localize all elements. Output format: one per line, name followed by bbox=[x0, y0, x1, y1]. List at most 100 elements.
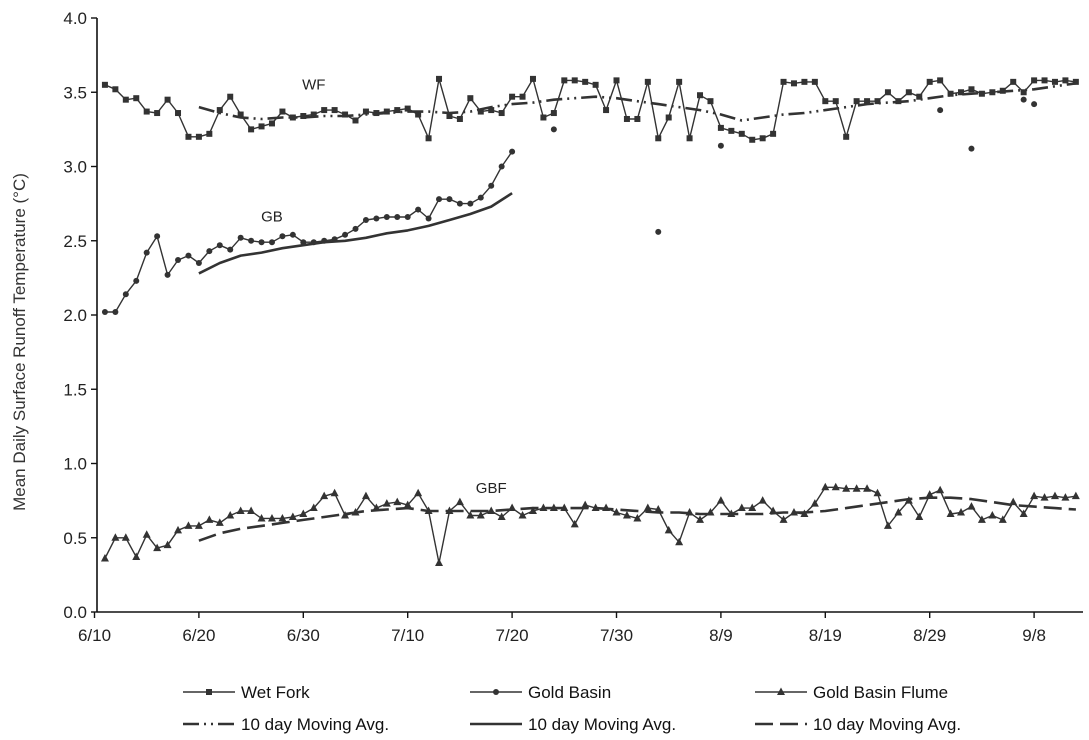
x-tick-label: 6/10 bbox=[78, 626, 111, 645]
y-tick-label: 1.5 bbox=[63, 380, 87, 399]
y-tick-label: 2.5 bbox=[63, 232, 87, 251]
series-10-day-moving-avg-wet-fork bbox=[198, 82, 1077, 122]
data-point-square bbox=[383, 108, 390, 115]
data-point-square bbox=[122, 96, 129, 103]
y-tick-label: 0.5 bbox=[63, 529, 87, 548]
data-point-square bbox=[133, 95, 140, 102]
data-point-dot bbox=[248, 237, 255, 244]
data-point-triangle bbox=[883, 521, 892, 529]
data-point-dot bbox=[404, 213, 411, 220]
data-point-square bbox=[613, 77, 620, 84]
data-point-dot bbox=[477, 194, 484, 201]
data-point-triangle bbox=[852, 484, 861, 492]
data-point-square bbox=[227, 93, 234, 100]
legend-label: Gold Basin bbox=[528, 683, 611, 702]
data-point-dot bbox=[342, 231, 349, 238]
data-point-dot bbox=[195, 260, 202, 267]
data-point-triangle bbox=[278, 513, 287, 522]
data-point-square bbox=[822, 98, 829, 105]
series-line bbox=[104, 486, 1076, 564]
x-tick-label: 7/10 bbox=[391, 626, 424, 645]
data-point-triangle bbox=[664, 525, 673, 534]
data-point-triangle bbox=[435, 558, 444, 566]
data-point-triangle bbox=[497, 512, 506, 520]
data-point-triangle bbox=[257, 513, 266, 522]
data-point-square bbox=[101, 81, 108, 88]
data-point-triangle bbox=[466, 510, 475, 519]
data-point-square bbox=[300, 113, 307, 120]
data-point-triangle bbox=[518, 510, 527, 519]
series-gold-basin-isolated bbox=[550, 96, 1038, 235]
data-point-triangle bbox=[539, 503, 548, 512]
data-point-square bbox=[801, 78, 808, 85]
data-point-square bbox=[164, 96, 171, 103]
data-point-square bbox=[268, 120, 275, 127]
data-point-square bbox=[937, 77, 944, 84]
data-point-square bbox=[790, 80, 797, 87]
data-point-dot bbox=[488, 182, 495, 189]
data-point-square bbox=[237, 111, 244, 118]
data-point-triangle bbox=[455, 497, 464, 506]
data-point-triangle bbox=[153, 543, 162, 552]
chart-legend: Wet Fork Gold Basin Gold Basin Flume 10 day… bbox=[183, 683, 961, 734]
data-point-dot bbox=[133, 277, 140, 284]
series-line bbox=[104, 78, 1076, 141]
data-point-dot bbox=[164, 271, 171, 278]
data-point-square bbox=[1020, 89, 1027, 96]
data-point-dot bbox=[268, 239, 275, 246]
data-point-triangle bbox=[267, 513, 276, 522]
data-point-square bbox=[676, 78, 683, 85]
data-point-triangle bbox=[946, 509, 955, 517]
data-point-dot bbox=[467, 200, 474, 207]
data-point-square bbox=[446, 113, 453, 120]
data-point-square bbox=[289, 114, 296, 121]
legend-label: 10 day Moving Avg. bbox=[813, 715, 961, 734]
x-tick-label: 9/8 bbox=[1022, 626, 1046, 645]
data-point-triangle bbox=[1061, 493, 1070, 501]
data-point-dot bbox=[352, 225, 359, 232]
data-point-dot bbox=[937, 107, 944, 114]
series-10-day-moving-avg-gold-basin-flume bbox=[198, 496, 1076, 542]
data-point-square bbox=[759, 135, 766, 142]
data-point-triangle bbox=[977, 515, 986, 523]
data-point-square bbox=[989, 89, 996, 96]
data-point-square bbox=[665, 114, 672, 121]
legend-label: 10 day Moving Avg. bbox=[241, 715, 389, 734]
data-point-triangle bbox=[226, 510, 235, 519]
series-gold-basin-flume bbox=[100, 482, 1080, 566]
data-point-dot bbox=[1020, 96, 1027, 103]
data-point-triangle bbox=[393, 497, 402, 506]
data-point-square bbox=[258, 123, 265, 130]
legend-item: 10 day Moving Avg. bbox=[183, 715, 389, 734]
legend-item: Gold Basin Flume bbox=[755, 683, 948, 702]
data-point-square bbox=[926, 78, 933, 85]
data-point-square bbox=[1031, 77, 1038, 84]
data-point-triangle bbox=[487, 506, 496, 515]
data-point-dot bbox=[498, 163, 505, 170]
data-point-square bbox=[415, 111, 422, 118]
series-line bbox=[198, 192, 513, 275]
legend-item: Wet Fork bbox=[183, 683, 310, 702]
data-point-triangle bbox=[716, 496, 725, 504]
data-point-square bbox=[310, 111, 317, 118]
data-point-square bbox=[175, 110, 182, 117]
data-point-square bbox=[143, 108, 150, 115]
data-point-dot bbox=[415, 206, 422, 213]
data-point-dot bbox=[122, 291, 129, 298]
data-point-square bbox=[488, 107, 495, 114]
chart-series-layer bbox=[100, 75, 1080, 566]
data-point-square bbox=[968, 86, 975, 93]
data-point-dot bbox=[101, 309, 108, 316]
data-point-dot bbox=[175, 257, 182, 264]
data-point-square bbox=[634, 115, 641, 122]
data-point-square bbox=[195, 133, 202, 140]
legend-item: Gold Basin bbox=[470, 683, 611, 702]
data-point-triangle bbox=[414, 488, 423, 497]
data-point-square bbox=[728, 127, 735, 134]
data-point-triangle bbox=[758, 496, 767, 504]
data-point-square bbox=[425, 135, 432, 142]
data-point-triangle bbox=[309, 503, 318, 512]
data-point-square bbox=[749, 136, 756, 143]
data-point-square bbox=[655, 135, 662, 142]
data-point-dot bbox=[279, 233, 286, 240]
